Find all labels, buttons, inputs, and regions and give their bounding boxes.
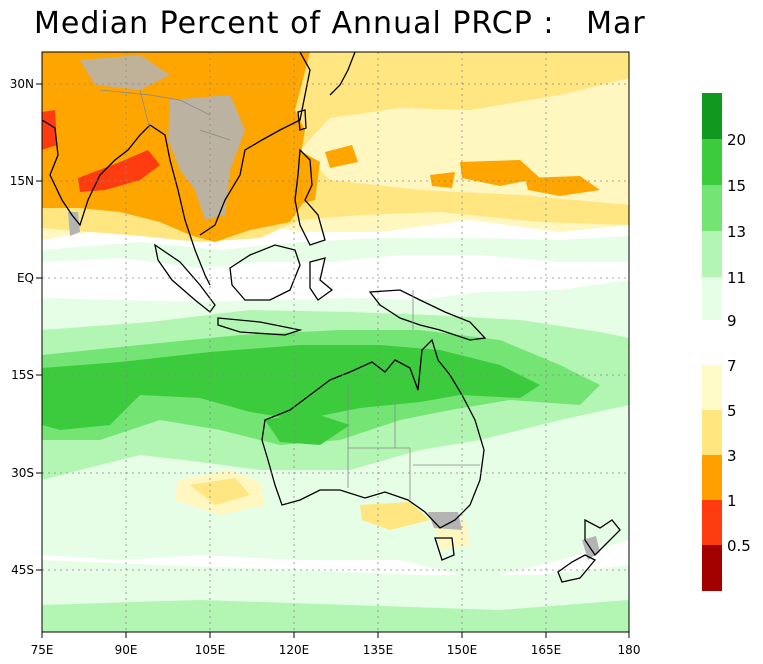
- cb-lower-3: [702, 500, 722, 545]
- cb-label-20: 20: [727, 131, 746, 149]
- x-tick-150e: 150E: [447, 643, 478, 657]
- y-tick-labels: 30N 15N EQ 15S 30S 45S: [10, 77, 34, 577]
- coast-india: [42, 119, 151, 227]
- y-tick-45s: 45S: [11, 563, 34, 577]
- cb-upper-3: [702, 231, 722, 277]
- grid: [42, 52, 629, 632]
- field-yellow-south-3: [360, 502, 430, 530]
- x-tick-135e: 135E: [363, 643, 394, 657]
- cb-label-5: 5: [727, 402, 737, 420]
- coast-java: [217, 317, 303, 336]
- map-fields: [42, 52, 629, 632]
- x-tick-105e: 105E: [195, 643, 226, 657]
- coast-indochina: [149, 52, 311, 286]
- x-tick-180: 180: [618, 643, 641, 657]
- mask-aus-se: [428, 512, 462, 530]
- x-tick-120e: 120E: [279, 643, 310, 657]
- coast-sulawesi: [309, 257, 334, 301]
- map-title: Median Percent of Annual PRCP : Mar: [34, 6, 646, 41]
- cb-label-11: 11: [727, 269, 746, 287]
- field-orange-blob4: [430, 172, 455, 188]
- field-white-eq: [42, 255, 629, 302]
- cb-upper-2: [702, 185, 722, 231]
- coast-tasmania: [434, 537, 455, 561]
- coast-taiwan: [297, 109, 307, 131]
- cb-lower-2: [702, 455, 722, 500]
- mask-indochina: [168, 95, 245, 220]
- field-mid-green-2: [265, 412, 350, 445]
- cb-label-7: 7: [727, 357, 737, 375]
- coast-philippines: [294, 148, 326, 246]
- map-frame: [41, 51, 630, 633]
- tick-marks: [36, 83, 630, 638]
- field-red-india: [78, 150, 160, 192]
- cb-upper-1: [702, 139, 722, 185]
- coast-australia: [261, 338, 485, 529]
- coast-borneo: [229, 244, 301, 301]
- y-tick-15n: 15N: [10, 174, 34, 188]
- field-mid-green-belt: [42, 345, 540, 430]
- coast-japan: [329, 52, 356, 96]
- cb-lower-4: [702, 545, 722, 591]
- y-tick-15s: 15S: [11, 368, 34, 382]
- coast-new-guinea: [368, 289, 487, 341]
- coast-nz-south: [557, 554, 597, 583]
- borders: [99, 89, 480, 500]
- cb-upper-0: [702, 93, 722, 139]
- field-orange-blob3: [525, 176, 600, 196]
- coast-nz-north: [584, 518, 621, 557]
- field-orange-blob2: [460, 160, 540, 186]
- cb-label-3: 3: [727, 447, 737, 465]
- cb-label-15: 15: [727, 177, 746, 195]
- cb-label-0-5: 0.5: [727, 537, 751, 555]
- x-tick-90e: 90E: [115, 643, 138, 657]
- mask-tibet: [80, 55, 170, 90]
- field-light-green-south: [42, 600, 629, 632]
- coastlines: [42, 52, 621, 583]
- y-tick-eq: EQ: [17, 271, 34, 285]
- mask-srilanka: [68, 212, 80, 236]
- x-tick-165e: 165E: [531, 643, 562, 657]
- field-yellow-south-2: [190, 478, 250, 505]
- cb-lower-0: [702, 365, 722, 410]
- y-tick-30n: 30N: [10, 77, 34, 91]
- cb-label-9: 9: [727, 312, 737, 330]
- cb-lower-1: [702, 410, 722, 455]
- field-orange-phil: [245, 145, 320, 208]
- field-red-west: [42, 110, 57, 150]
- field-orange-blob1: [325, 145, 358, 168]
- cb-label-1: 1: [727, 492, 737, 510]
- cb-upper-4: [702, 277, 722, 320]
- cb-label-13: 13: [727, 223, 746, 241]
- x-tick-labels: 75E 90E 105E 120E 135E 150E 165E 180: [31, 643, 641, 657]
- colorbar: 20 15 13 11 9 7 5 3 1 0.5: [702, 93, 751, 591]
- y-tick-30s: 30S: [11, 466, 34, 480]
- x-tick-75e: 75E: [31, 643, 54, 657]
